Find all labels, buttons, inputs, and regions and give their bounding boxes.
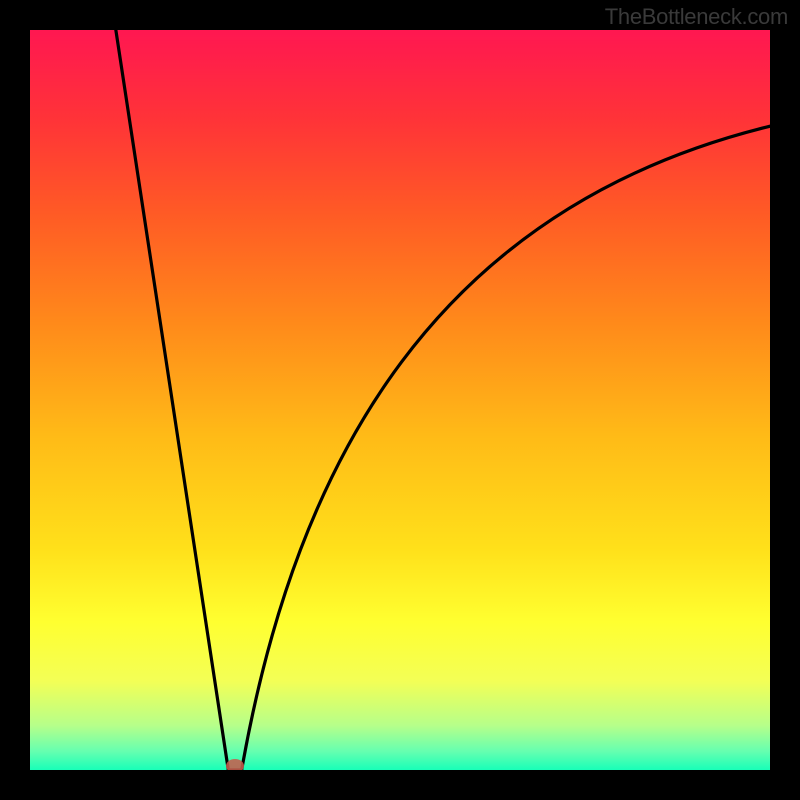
plot-area	[30, 30, 770, 770]
bottleneck-curve	[30, 30, 770, 770]
watermark-text: TheBottleneck.com	[605, 4, 788, 30]
optimum-marker	[226, 759, 244, 770]
chart-container: TheBottleneck.com	[0, 0, 800, 800]
